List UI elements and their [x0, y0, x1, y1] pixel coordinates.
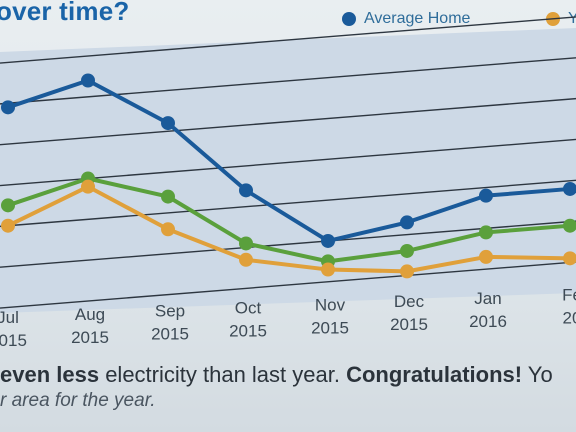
data-point-series-0	[563, 181, 576, 196]
footer-text-2: Yo	[522, 362, 553, 387]
gridline	[0, 138, 576, 187]
x-tick-month: Oct	[235, 299, 262, 318]
data-point-series-0	[321, 233, 335, 248]
footer-text-1: electricity than last year.	[99, 362, 347, 387]
x-tick-month: Fe	[562, 286, 576, 305]
data-point-series-2	[321, 262, 335, 277]
data-point-series-1	[1, 198, 15, 213]
gridline	[0, 57, 576, 105]
x-tick-month: Jan	[474, 289, 501, 308]
data-point-series-2	[479, 249, 493, 264]
x-tick-month: Aug	[75, 305, 105, 324]
data-point-series-1	[400, 243, 414, 258]
series-line-2	[7, 184, 571, 274]
x-tick-year: 2015	[71, 328, 109, 347]
data-point-series-1	[239, 236, 253, 251]
x-tick-month: Jul	[0, 308, 19, 327]
data-point-series-2	[1, 218, 15, 233]
gridline	[0, 97, 576, 146]
footer-line-2: r area for the year.	[0, 390, 156, 411]
data-point-series-0	[479, 188, 493, 203]
legend-label-average-home: Average Home	[364, 10, 471, 27]
legend-item-average-home: Average Home	[342, 10, 470, 28]
x-tick-year: 20	[563, 309, 576, 328]
data-point-series-1	[161, 189, 175, 204]
x-tick-month: Nov	[315, 295, 346, 314]
x-tick-month: Sep	[155, 302, 185, 321]
chart-title: over time?	[0, 0, 130, 26]
x-tick-year: 2015	[229, 322, 267, 341]
footer-text: even less electricity than last year. Co…	[0, 362, 576, 412]
gridline	[0, 261, 576, 309]
legend-dot-blue-icon	[342, 12, 356, 26]
data-point-series-0	[1, 100, 15, 115]
data-point-series-2	[239, 252, 253, 267]
data-point-series-2	[400, 264, 414, 279]
footer-line-1: even less electricity than last year. Co…	[0, 362, 576, 388]
data-point-series-2	[563, 251, 576, 266]
data-point-series-0	[161, 116, 175, 131]
legend-label-your-home: Y	[568, 10, 576, 27]
x-tick-year: 2016	[469, 312, 507, 331]
x-tick-year: 2015	[311, 318, 349, 337]
gridline	[0, 16, 576, 64]
data-point-series-2	[81, 179, 95, 194]
series-line-0	[7, 78, 571, 243]
data-point-series-0	[400, 215, 414, 230]
data-point-series-2	[161, 222, 175, 237]
footer-congratulations: Congratulations!	[346, 362, 523, 387]
x-tick-month: Dec	[394, 292, 425, 311]
data-point-series-0	[239, 183, 253, 198]
x-tick-year: 2015	[151, 325, 189, 344]
data-point-series-0	[81, 73, 95, 88]
gridline	[0, 179, 576, 228]
footer-emphasis-1: even less	[0, 362, 100, 387]
data-point-series-1	[563, 218, 576, 233]
x-tick-year: 2015	[0, 331, 27, 350]
data-point-series-1	[479, 225, 493, 240]
plot-area	[0, 28, 576, 313]
x-tick-year: 2015	[390, 315, 428, 334]
series-line-1	[7, 176, 571, 264]
